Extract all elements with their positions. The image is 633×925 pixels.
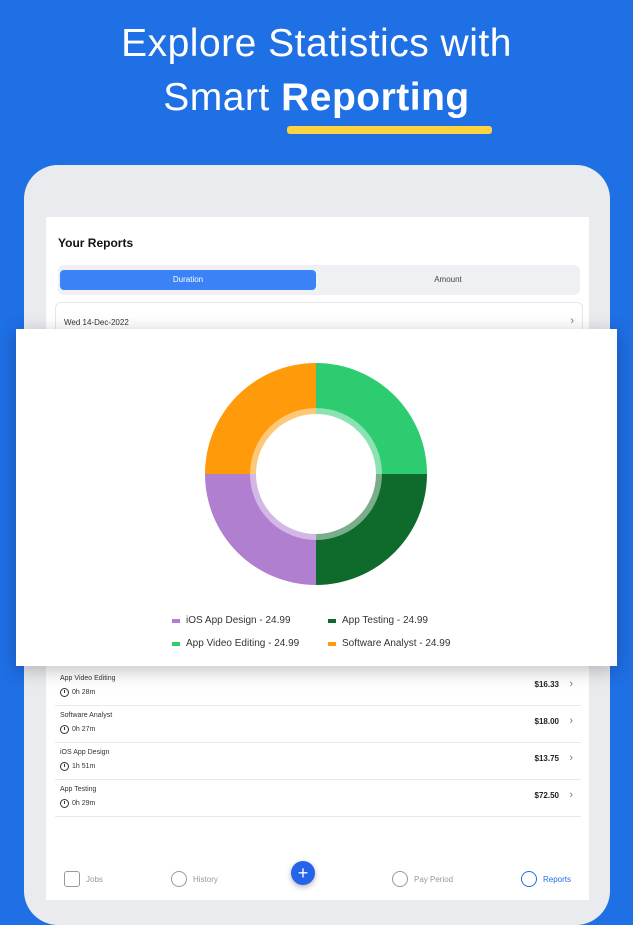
- donut-hole: [260, 418, 372, 530]
- tab-amount[interactable]: Amount: [434, 275, 462, 284]
- entry-name: App Video Editing: [60, 675, 116, 682]
- pie-chart-icon: [521, 871, 537, 887]
- entry-duration: 0h 27m: [60, 725, 95, 734]
- legend-label: Software Analyst - 24.99: [342, 638, 451, 649]
- hero-title-bold: Reporting: [281, 76, 470, 119]
- entry-duration-text: 1h 51m: [72, 763, 96, 770]
- hero-title-line2: Smart Reporting: [0, 76, 633, 120]
- entry-amount: $13.75: [534, 754, 559, 763]
- entry-name: App Testing: [60, 786, 97, 793]
- list-item[interactable]: Software Analyst 0h 27m $18.00 ›: [55, 705, 581, 743]
- legend-swatch: [172, 618, 180, 623]
- chevron-right-icon: ›: [570, 315, 574, 327]
- nav-item-jobs[interactable]: Jobs: [64, 871, 103, 887]
- entry-name: iOS App Design: [60, 749, 110, 756]
- history-icon: [171, 871, 187, 887]
- hero-title-prefix: Smart: [163, 76, 282, 119]
- legend-swatch: [328, 618, 336, 623]
- legend-item-software-analyst: Software Analyst - 24.99: [328, 638, 450, 649]
- donut-slice-app-video-editing[interactable]: [316, 363, 427, 474]
- chevron-right-icon: ›: [569, 752, 573, 764]
- legend-item-ios-app-design: iOS App Design - 24.99: [172, 615, 291, 626]
- dollar-icon: [392, 871, 408, 887]
- chart-card: iOS App Design - 24.99 App Testing - 24.…: [16, 329, 617, 666]
- briefcase-icon: [64, 871, 80, 887]
- date-label: Wed 14-Dec-2022: [64, 318, 129, 327]
- nav-label-history: History: [193, 874, 218, 884]
- entry-duration-text: 0h 27m: [72, 726, 96, 733]
- legend-item-app-video-editing: App Video Editing - 24.99: [172, 638, 299, 649]
- page-title: Your Reports: [58, 236, 134, 250]
- legend-label: iOS App Design - 24.99: [186, 615, 291, 626]
- tab-duration[interactable]: Duration: [60, 270, 316, 290]
- donut-slice-ios-app-design[interactable]: [205, 474, 316, 585]
- clock-icon: [60, 688, 69, 697]
- nav-item-reports[interactable]: Reports: [521, 871, 571, 887]
- entry-amount: $18.00: [534, 717, 559, 726]
- segmented-control: Duration Amount: [58, 265, 580, 295]
- entry-duration-text: 0h 28m: [72, 689, 96, 696]
- hero-title-line1: Explore Statistics with: [121, 22, 512, 65]
- entry-duration: 0h 29m: [60, 799, 95, 808]
- entry-amount: $72.50: [534, 791, 559, 800]
- chevron-right-icon: ›: [569, 678, 573, 690]
- legend-swatch: [172, 641, 180, 646]
- entry-duration: 0h 28m: [60, 688, 95, 697]
- clock-icon: [60, 799, 69, 808]
- chevron-right-icon: ›: [569, 715, 573, 727]
- highlight-underline: [287, 126, 492, 134]
- nav-item-history[interactable]: History: [171, 871, 218, 887]
- nav-item-pay-period[interactable]: Pay Period: [392, 871, 453, 887]
- legend-label: App Testing - 24.99: [342, 615, 428, 626]
- entry-name: Software Analyst: [60, 712, 113, 719]
- entry-amount: $16.33: [534, 680, 559, 689]
- chevron-right-icon: ›: [569, 789, 573, 801]
- donut-slice-software-analyst[interactable]: [205, 363, 316, 474]
- clock-icon: [60, 762, 69, 771]
- entry-duration: 1h 51m: [60, 762, 95, 771]
- list-item[interactable]: App Testing 0h 29m $72.50 ›: [55, 779, 581, 817]
- donut-slice-app-testing[interactable]: [316, 474, 427, 585]
- add-button[interactable]: +: [291, 861, 315, 885]
- legend-swatch: [328, 641, 336, 646]
- clock-icon: [60, 725, 69, 734]
- nav-label-pay-period: Pay Period: [414, 874, 454, 884]
- entry-duration-text: 0h 29m: [72, 800, 96, 807]
- nav-label-reports: Reports: [543, 874, 572, 884]
- nav-label-jobs: Jobs: [86, 874, 103, 884]
- legend-item-app-testing: App Testing - 24.99: [328, 615, 428, 626]
- bottom-nav: Jobs History Pay Period Reports: [46, 855, 589, 900]
- list-item[interactable]: iOS App Design 1h 51m $13.75 ›: [55, 742, 581, 780]
- legend-label: App Video Editing - 24.99: [186, 638, 300, 649]
- donut-chart: [205, 363, 427, 585]
- list-item[interactable]: App Video Editing 0h 28m $16.33 ›: [55, 668, 581, 706]
